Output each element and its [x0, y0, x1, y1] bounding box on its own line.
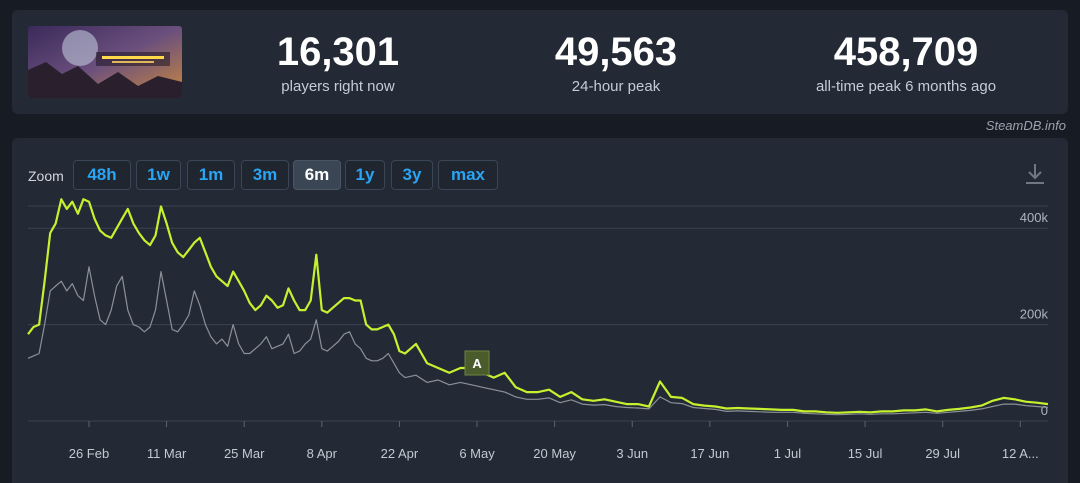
players-now-stat: 16,301 players right now — [218, 30, 458, 95]
grid-lines — [28, 205, 1048, 422]
all-time-peak-stat: 458,709 all-time peak 6 months ago — [786, 30, 1026, 95]
y-tick-label-400k: 400k — [1020, 210, 1049, 225]
annotation-marker — [464, 350, 490, 376]
peak-24h-value: 49,563 — [554, 30, 678, 74]
game-thumbnail-image — [28, 26, 182, 98]
x-tick-label: 26 Feb — [69, 446, 109, 461]
zoom-6m-button[interactable]: 6m — [293, 160, 341, 190]
x-tick-label: 29 Jul — [925, 446, 960, 461]
series-lines — [27, 198, 1049, 416]
stats-bar: 16,301 players right now 49,563 24-hour … — [12, 10, 1068, 114]
x-tick-label: 12 A... — [1002, 446, 1039, 461]
zoom-label: Zoom — [28, 168, 64, 184]
x-tick-label: 20 May — [533, 446, 576, 461]
x-tick-label: 17 Jun — [690, 446, 729, 461]
y-tick-label-0: 0 — [1041, 403, 1048, 418]
y-axis-ticks: 0 200k 400k — [1020, 210, 1049, 418]
zoom-max-button[interactable]: max — [438, 160, 498, 190]
download-icon[interactable] — [1024, 162, 1046, 191]
zoom-48h-button[interactable]: 48h — [73, 160, 131, 190]
x-tick-label: 15 Jul — [848, 446, 883, 461]
peak-24h-stat: 49,563 24-hour peak — [496, 30, 736, 95]
x-axis-ticks: 26 Feb 11 Mar 25 Mar 8 Apr 22 Apr 6 May 20 May… — [69, 421, 1039, 461]
players-series-line — [27, 198, 1049, 414]
x-tick-label: 22 Apr — [381, 446, 419, 461]
zoom-1w-button[interactable]: 1w — [136, 160, 181, 190]
all-time-peak-label: all-time peak 6 months ago — [815, 78, 997, 95]
annotation-label: A — [472, 356, 482, 371]
all-time-peak-value: 458,709 — [833, 30, 979, 74]
secondary-series-line — [27, 266, 1049, 416]
steamdb-attribution[interactable]: SteamDB.info — [985, 118, 1066, 133]
chart-annotation: A — [464, 350, 490, 376]
x-tick-label: 25 Mar — [224, 446, 265, 461]
x-tick-label: 3 Jun — [616, 446, 648, 461]
game-thumbnail[interactable] — [28, 26, 182, 98]
x-tick-label: 6 May — [459, 446, 495, 461]
peak-24h-label: 24-hour peak — [571, 78, 661, 95]
zoom-1y-button[interactable]: 1y — [345, 160, 385, 190]
zoom-3y-button[interactable]: 3y — [391, 160, 433, 190]
x-tick-label: 1 Jul — [774, 446, 802, 461]
zoom-1m-button[interactable]: 1m — [187, 160, 235, 190]
y-tick-label-200k: 200k — [1020, 307, 1049, 322]
chart-panel: Zoom 48h 1w 1m 3m 6m 1y 3y max 0 200k 400k… — [12, 138, 1068, 483]
x-tick-label: 8 Apr — [307, 446, 338, 461]
x-tick-label: 11 Mar — [147, 446, 187, 461]
zoom-3m-button[interactable]: 3m — [241, 160, 289, 190]
players-now-value: 16,301 — [276, 30, 400, 74]
player-count-chart[interactable]: 0 200k 400k 26 Feb 11 Mar 25 Mar 8 Apr 22 Apr 6… — [12, 138, 1068, 483]
players-now-label: players right now — [281, 78, 395, 95]
